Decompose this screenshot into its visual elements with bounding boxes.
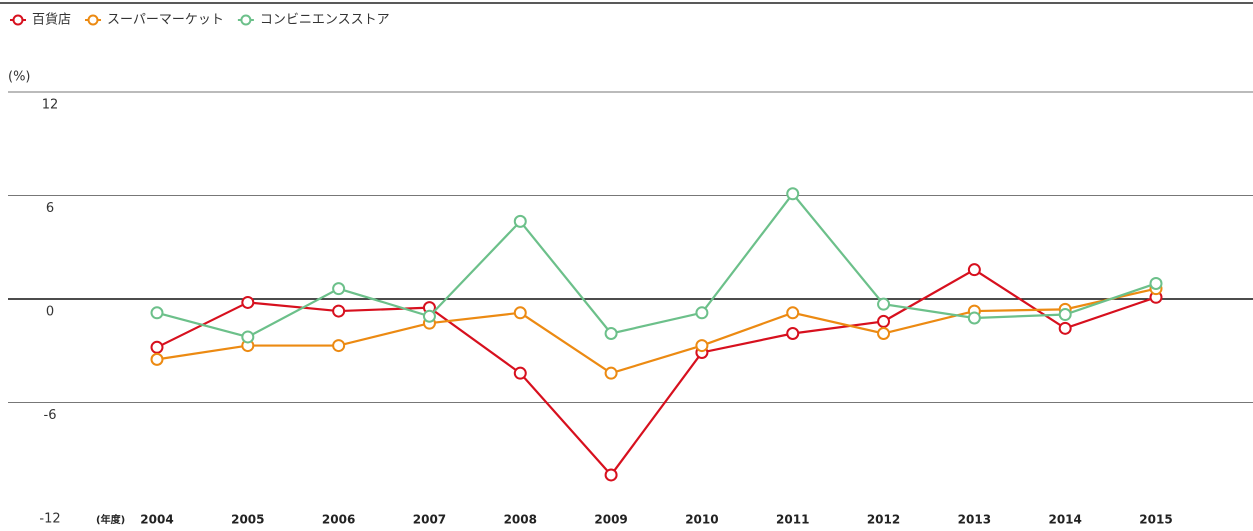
data-point: [422, 309, 436, 323]
series-line: [156, 287, 1157, 375]
legend-label: コンビニエンスストア: [260, 13, 390, 28]
x-tick-label: 2007: [413, 513, 446, 527]
x-tick-label: 2014: [1048, 513, 1081, 527]
x-tick-label: 2005: [231, 513, 264, 527]
data-point: [513, 214, 527, 228]
data-point: [604, 366, 618, 380]
legend-marker: [12, 14, 24, 26]
data-point: [604, 468, 618, 482]
data-point: [786, 306, 800, 320]
y-tick-label: 12: [42, 98, 59, 113]
data-point: [786, 187, 800, 201]
y-tick-label: 0: [46, 305, 54, 320]
data-point: [967, 311, 981, 325]
data-point: [513, 306, 527, 320]
data-point: [241, 295, 255, 309]
data-point: [332, 339, 346, 353]
x-tick-label: 2015: [1139, 513, 1172, 527]
data-point: [1149, 276, 1163, 290]
y-tick-label: -12: [39, 512, 60, 527]
data-point: [695, 339, 709, 353]
data-point: [877, 297, 891, 311]
x-tick-label: 2012: [867, 513, 900, 527]
data-point: [513, 366, 527, 380]
data-point: [1058, 308, 1072, 322]
x-tick-label: 2013: [958, 513, 991, 527]
y-axis-label: (%): [8, 70, 31, 85]
series-line: [156, 192, 1157, 339]
data-point: [695, 306, 709, 320]
data-point: [1058, 321, 1072, 335]
data-point: [150, 352, 164, 366]
legend-marker: [87, 14, 99, 26]
data-point: [241, 330, 255, 344]
legend-label: 百貨店: [32, 12, 71, 28]
x-tick-label: 2009: [594, 513, 627, 527]
data-point: [150, 340, 164, 354]
data-point: [877, 327, 891, 340]
legend-marker: [240, 14, 252, 26]
data-point: [150, 306, 164, 320]
data-point: [604, 327, 618, 340]
data-point: [877, 314, 891, 328]
x-tick-label: 2004: [140, 513, 173, 527]
y-tick-label: 6: [46, 201, 54, 216]
x-tick-label: 2006: [322, 513, 355, 527]
data-point: [786, 327, 800, 340]
x-tick-label: 2011: [776, 513, 809, 527]
y-tick-label: -6: [44, 408, 57, 423]
x-tick-label: 2008: [504, 513, 537, 527]
data-point: [332, 282, 346, 296]
x-axis-label: (年度): [96, 513, 125, 526]
data-point: [967, 263, 981, 277]
legend-label: スーパーマーケット: [107, 13, 224, 28]
x-tick-label: 2010: [685, 513, 718, 527]
series-line: [156, 268, 1157, 477]
data-point: [332, 304, 346, 318]
